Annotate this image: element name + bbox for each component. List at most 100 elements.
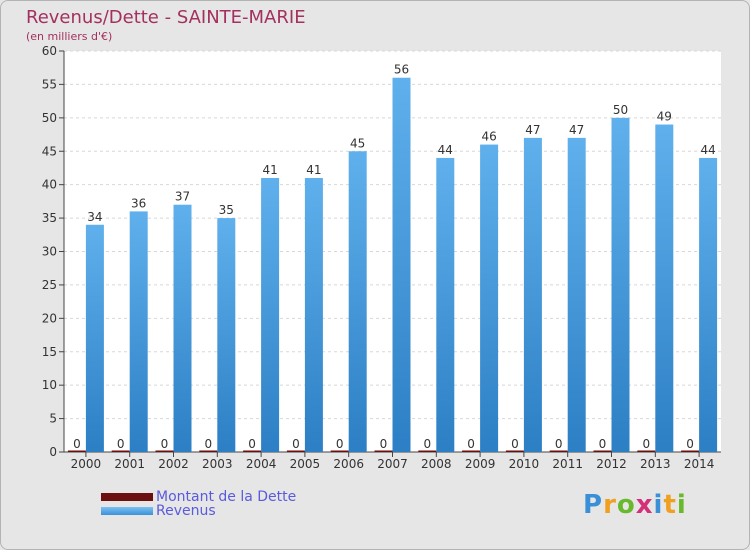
data-label-dette: 0	[292, 437, 300, 451]
bar-revenus	[567, 137, 586, 452]
bar-revenus	[129, 211, 148, 452]
logo-letter: t	[663, 490, 677, 520]
bar-revenus	[217, 218, 236, 452]
bar-dette	[155, 450, 174, 452]
data-label-dette: 0	[73, 437, 81, 451]
bar-revenus	[699, 157, 718, 452]
x-tick-label: 2006	[333, 457, 364, 471]
data-label-dette: 0	[248, 437, 256, 451]
data-label-dette: 0	[117, 437, 125, 451]
y-tick-label: 15	[42, 345, 57, 359]
bar-revenus	[655, 124, 674, 453]
y-tick-label: 35	[42, 211, 57, 225]
data-label-dette: 0	[511, 437, 519, 451]
x-tick-label: 2011	[552, 457, 583, 471]
chart-subtitle: (en milliers d'€)	[26, 30, 113, 43]
bar-revenus	[611, 117, 630, 452]
logo-letter: o	[616, 490, 636, 520]
logo-letter: P	[583, 490, 604, 520]
logo-letter: x	[635, 490, 654, 520]
data-label-revenus: 47	[569, 123, 584, 137]
x-tick-label: 2012	[596, 457, 627, 471]
bar-revenus	[348, 151, 367, 452]
bar-dette	[330, 450, 349, 452]
logo-letter: i	[676, 490, 687, 520]
bar-revenus	[173, 204, 192, 452]
data-label-revenus: 44	[700, 143, 715, 157]
bar-revenus	[85, 224, 104, 452]
data-label-dette: 0	[204, 437, 212, 451]
legend-swatch-dette	[101, 493, 153, 501]
data-label-revenus: 41	[306, 163, 321, 177]
bar-dette	[505, 450, 524, 452]
legend-label-revenus: Revenus	[156, 503, 216, 519]
bar-dette	[111, 450, 130, 452]
bar-dette	[637, 450, 656, 452]
x-tick-label: 2009	[465, 457, 496, 471]
bar-dette	[593, 450, 612, 452]
x-tick-label: 2001	[114, 457, 145, 471]
y-tick-label: 5	[49, 412, 57, 426]
x-tick-label: 2014	[684, 457, 715, 471]
bar-revenus	[304, 177, 323, 452]
x-tick-label: 2004	[246, 457, 277, 471]
data-label-dette: 0	[599, 437, 607, 451]
y-tick-label: 60	[42, 44, 57, 58]
bar-revenus	[436, 157, 455, 452]
bar-revenus	[261, 177, 280, 452]
data-label-dette: 0	[686, 437, 694, 451]
y-tick-label: 50	[42, 111, 57, 125]
data-label-dette: 0	[423, 437, 431, 451]
bar-dette	[549, 450, 568, 452]
bar-dette	[418, 450, 437, 452]
data-label-dette: 0	[467, 437, 475, 451]
x-tick-label: 2002	[158, 457, 189, 471]
bar-revenus	[523, 137, 542, 452]
x-tick-label: 2008	[421, 457, 452, 471]
chart-title: Revenus/Dette - SAINTE-MARIE	[26, 7, 306, 28]
data-label-revenus: 47	[525, 123, 540, 137]
bar-dette	[462, 450, 481, 452]
bar-dette	[199, 450, 218, 452]
bar-dette	[243, 450, 262, 452]
data-label-revenus: 34	[87, 210, 102, 224]
data-label-revenus: 41	[262, 163, 277, 177]
x-tick-label: 2007	[377, 457, 408, 471]
x-tick-label: 2010	[509, 457, 540, 471]
bar-dette	[286, 450, 305, 452]
x-tick-label: 2005	[290, 457, 321, 471]
proxiti-logo: Proxiti	[583, 490, 687, 520]
legend-item-dette: Montant de la Dette	[101, 489, 296, 505]
logo-letter: r	[603, 490, 617, 520]
bar-revenus	[480, 144, 499, 453]
x-tick-label: 2000	[71, 457, 102, 471]
bar-dette	[681, 450, 700, 452]
data-label-dette: 0	[380, 437, 388, 451]
data-label-revenus: 35	[219, 203, 234, 217]
data-label-dette: 0	[336, 437, 344, 451]
y-tick-label: 40	[42, 178, 57, 192]
data-label-revenus: 36	[131, 196, 146, 210]
y-tick-label: 45	[42, 144, 57, 158]
data-label-revenus: 46	[481, 130, 496, 144]
data-label-revenus: 49	[657, 110, 672, 124]
x-tick-label: 2013	[640, 457, 671, 471]
legend-item-revenus: Revenus	[101, 503, 216, 519]
legend-label-dette: Montant de la Dette	[156, 489, 297, 505]
x-tick-label: 2003	[202, 457, 233, 471]
y-tick-label: 55	[42, 77, 57, 91]
data-label-revenus: 56	[394, 63, 409, 77]
bar-dette	[374, 450, 393, 452]
data-label-dette: 0	[642, 437, 650, 451]
y-tick-label: 25	[42, 278, 57, 292]
y-tick-label: 30	[42, 245, 57, 259]
data-label-revenus: 44	[438, 143, 453, 157]
y-tick-label: 20	[42, 311, 57, 325]
data-label-revenus: 37	[175, 190, 190, 204]
bar-dette	[67, 450, 86, 452]
data-label-revenus: 50	[613, 103, 628, 117]
bar-revenus	[392, 77, 411, 452]
data-label-dette: 0	[161, 437, 169, 451]
